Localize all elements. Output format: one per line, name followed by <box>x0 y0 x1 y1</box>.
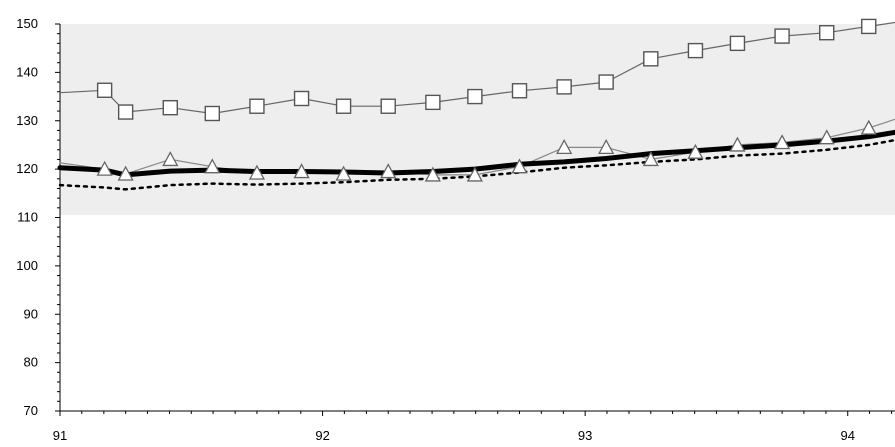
triangle-marker <box>818 129 835 145</box>
square-marker <box>861 18 877 35</box>
square-marker <box>335 98 352 114</box>
y-tick-label: 130 <box>16 113 38 128</box>
plot-background-panel <box>60 24 895 216</box>
triangle-marker <box>466 166 483 182</box>
axes <box>55 23 895 416</box>
triangle-marker <box>598 138 615 155</box>
square-marker <box>643 51 659 67</box>
square-marker <box>380 98 396 114</box>
triangle-marker <box>860 119 877 135</box>
triangle-marker <box>774 134 791 150</box>
triangle-marker <box>424 166 441 182</box>
y-tick-label: 120 <box>16 161 38 176</box>
triangle-marker <box>729 136 746 152</box>
square-marker <box>687 42 704 59</box>
y-tick-label: 110 <box>17 210 38 225</box>
square-marker <box>96 82 113 98</box>
triangle-marker <box>335 165 352 181</box>
square-marker <box>425 94 441 111</box>
square-marker <box>819 25 835 41</box>
square-marker <box>511 83 528 99</box>
tick-labels: 70 80 90 100 110 120 130 140 150 91 92 93 94 <box>16 16 855 443</box>
triangle-marker <box>162 151 179 167</box>
x-tick-label: 94 <box>841 428 855 443</box>
y-tick-label: 90 <box>24 306 38 321</box>
y-tick-label: 80 <box>24 355 38 370</box>
triangle-marker <box>117 165 134 181</box>
plot-panel <box>60 24 895 216</box>
x-tick-label: 92 <box>315 428 329 443</box>
x-tick-label: 91 <box>53 428 67 443</box>
triangle-marker <box>204 158 221 174</box>
square-marker <box>117 104 134 120</box>
triangle-marker <box>687 143 704 159</box>
square-marker <box>293 90 310 107</box>
square-marker <box>774 28 790 44</box>
marker-group <box>96 18 877 182</box>
square-marker <box>598 74 614 90</box>
x-tick-label: 93 <box>578 428 592 443</box>
y-tick-label: 140 <box>16 64 38 79</box>
square-marker <box>467 88 483 105</box>
y-tick-label: 70 <box>24 403 38 418</box>
triangle-marker <box>556 138 573 155</box>
y-tick-label: 150 <box>16 16 38 31</box>
square-marker <box>204 105 220 122</box>
y-tick-label: 100 <box>16 258 38 273</box>
square-marker <box>162 99 178 116</box>
square-marker <box>249 98 265 114</box>
square-marker <box>556 79 572 95</box>
triangle-marker <box>293 163 310 179</box>
triangle-marker <box>380 163 397 179</box>
triangle-marker <box>96 160 113 176</box>
triangle-marker <box>248 164 266 180</box>
triangle-marker <box>511 158 528 174</box>
square-marker <box>729 35 746 52</box>
triangle-marker <box>642 151 659 167</box>
